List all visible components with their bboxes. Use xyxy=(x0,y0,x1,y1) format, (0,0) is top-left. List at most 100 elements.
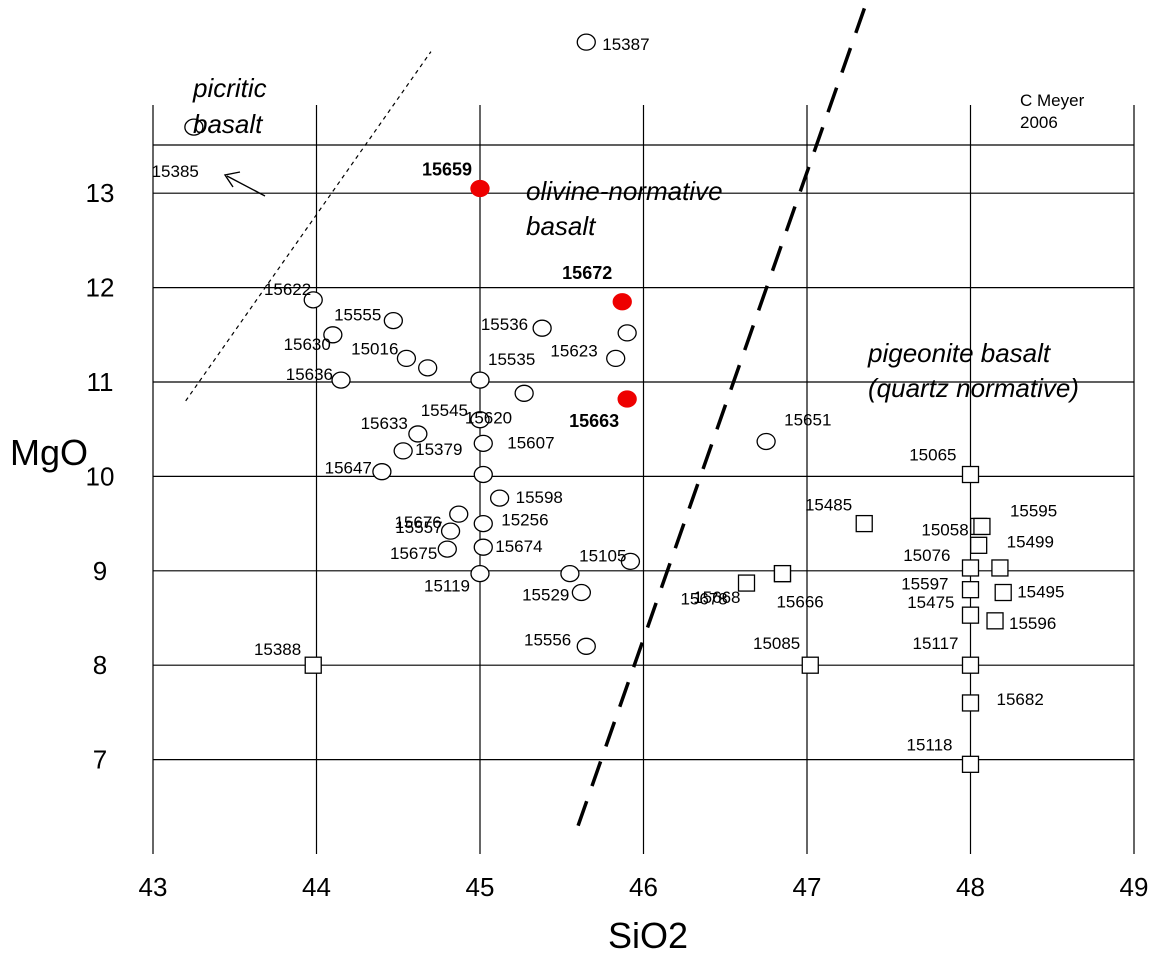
circle-marker-p0-27 xyxy=(560,564,580,583)
point-label-15607: 15607 xyxy=(507,433,554,452)
circle-marker-p0-12 xyxy=(617,324,637,342)
circle-marker-15105 xyxy=(620,552,641,571)
circle-marker-15385 xyxy=(184,118,204,136)
circle-marker-15630 xyxy=(323,326,343,344)
square-marker-15485 xyxy=(855,514,873,533)
circle-marker-15647 xyxy=(372,463,392,481)
point-label-15529: 15529 xyxy=(522,586,569,605)
y-tick-label-11: 11 xyxy=(87,367,114,397)
region-olivine-line-2: basalt xyxy=(526,211,597,241)
circle-marker-15529 xyxy=(571,583,592,602)
point-label-15105: 15105 xyxy=(579,546,626,565)
point-label-15596: 15596 xyxy=(1009,614,1056,633)
circle-marker-15598 xyxy=(489,489,510,507)
point-label-15119: 15119 xyxy=(424,577,470,596)
circle-marker-15557 xyxy=(440,522,461,540)
circle-marker-15535 xyxy=(470,371,490,389)
point-label-15535: 15535 xyxy=(488,350,535,369)
point-label-15595: 15595 xyxy=(1010,501,1057,520)
y-tick-label-8: 8 xyxy=(93,650,107,680)
x-tick-label-46: 46 xyxy=(629,872,658,902)
circle-marker-15622 xyxy=(303,291,323,309)
circle-marker-15387 xyxy=(576,33,596,51)
region-picritic-line-2: basalt xyxy=(193,109,264,139)
square-marker-15499 xyxy=(970,536,988,554)
circle-marker-15379 xyxy=(393,442,413,460)
circle-marker-15651 xyxy=(756,432,776,451)
square-marker-15596 xyxy=(986,612,1004,630)
x-axis-label: SiO2 xyxy=(608,915,688,956)
x-tick-label-49: 49 xyxy=(1120,872,1149,902)
point-label-15630: 15630 xyxy=(284,335,331,354)
grid-lines xyxy=(152,105,1135,854)
x-tick-label-47: 47 xyxy=(793,872,822,902)
point-label-15647: 15647 xyxy=(325,459,372,478)
circle-marker-p0-18 xyxy=(473,465,493,484)
y-tick-label-13: 13 xyxy=(86,178,115,208)
data-markers xyxy=(184,33,1012,773)
point-label-15620: 15620 xyxy=(465,408,512,427)
point-label-15682: 15682 xyxy=(997,690,1044,709)
square-marker-15595 xyxy=(973,517,991,536)
point-label-15663: 15663 xyxy=(569,411,619,431)
square-marker-15668 xyxy=(737,574,756,592)
square-marker-15666 xyxy=(773,564,792,583)
square-marker-15597 xyxy=(961,581,980,599)
region-pigeonite-line-1: pigeonite basalt xyxy=(867,338,1052,368)
region-label-picritic: picritic basalt xyxy=(192,73,267,139)
square-marker-15065 xyxy=(961,465,980,484)
point-label-15557: 15557 xyxy=(395,518,442,537)
point-label-15387: 15387 xyxy=(602,35,649,54)
point-label-15379: 15379 xyxy=(415,440,462,459)
point-label-15076: 15076 xyxy=(903,546,950,565)
highlight-marker-15672 xyxy=(612,293,632,311)
y-tick-label-7: 7 xyxy=(93,745,107,775)
point-label-15536: 15536 xyxy=(481,315,528,334)
point-label-15495: 15495 xyxy=(1017,583,1064,602)
point-label-15622: 15622 xyxy=(264,280,311,299)
point-label-15016: 15016 xyxy=(351,339,398,358)
region-label-pigeonite: pigeonite basalt (quartz normative) xyxy=(867,338,1079,403)
circle-marker-15623 xyxy=(606,349,626,368)
tick-labels: 43 44 45 46 47 48 49 7 8 9 10 11 12 13 xyxy=(86,178,1149,902)
point-label-15485: 15485 xyxy=(805,496,852,515)
point-label-15659: 15659 xyxy=(422,159,472,179)
point-label-15675: 15675 xyxy=(390,544,437,563)
point-label-15676: 15676 xyxy=(394,513,441,532)
point-label-15672: 15672 xyxy=(562,263,612,283)
circle-marker-15633 xyxy=(408,425,428,443)
y-tick-label-9: 9 xyxy=(93,556,107,586)
circle-marker-15556 xyxy=(576,637,596,655)
point-label-15065: 15065 xyxy=(909,446,956,465)
point-label-15598: 15598 xyxy=(516,488,563,507)
circle-marker-15256 xyxy=(473,514,493,533)
x-tick-label-45: 45 xyxy=(466,872,495,902)
credit-line-2: 2006 xyxy=(1020,113,1058,132)
circle-marker-15675 xyxy=(437,540,457,558)
square-marker-15388 xyxy=(304,656,322,674)
square-marker-15495 xyxy=(994,583,1012,602)
y-axis-label: MgO xyxy=(10,432,88,473)
boundary-dotted-line xyxy=(185,51,432,402)
credit-line-1: C Meyer xyxy=(1020,91,1085,110)
square-marker-15682 xyxy=(961,694,980,712)
y-tick-label-12: 12 xyxy=(86,273,115,303)
circle-marker-15636 xyxy=(331,371,351,389)
y-tick-label-10: 10 xyxy=(86,461,115,491)
highlight-marker-15663 xyxy=(617,390,637,408)
credit-text: C Meyer 2006 xyxy=(1020,91,1085,132)
region-picritic-line-1: picritic xyxy=(192,73,267,103)
x-tick-label-44: 44 xyxy=(302,872,331,902)
annotations: picritic basalt olivine-normative basalt p… xyxy=(192,73,1085,403)
point-label-15545: 15545 xyxy=(421,401,468,420)
point-label-15674: 15674 xyxy=(495,537,542,556)
region-olivine-line-1: olivine-normative xyxy=(526,176,723,206)
point-label-15256: 15256 xyxy=(501,511,548,530)
point-label-15385: 15385 xyxy=(152,162,199,181)
square-marker-15085 xyxy=(801,656,819,674)
boundary-lines xyxy=(185,0,870,827)
circle-marker-15555 xyxy=(383,311,403,330)
highlight-marker-15659 xyxy=(470,179,490,198)
arrow-15385-line xyxy=(226,175,266,197)
